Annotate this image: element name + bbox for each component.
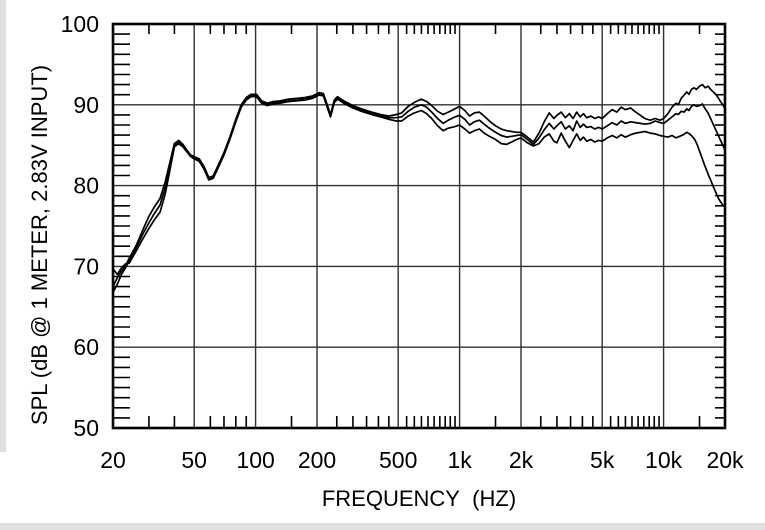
y-tick-label: 50	[73, 415, 99, 441]
response-curves	[112, 83, 726, 294]
x-tick-label: 5k	[590, 447, 615, 473]
scan-edge-bottom	[0, 523, 765, 530]
x-tick-label: 100	[236, 447, 274, 473]
y-tick-label: 60	[73, 334, 99, 360]
x-tick-label: 50	[181, 447, 207, 473]
plot-border	[111, 22, 727, 430]
axis-minor-ticks	[113, 24, 725, 428]
response-curve-2	[112, 93, 726, 294]
x-tick-label: 500	[379, 447, 417, 473]
y-tick-label: 90	[73, 92, 99, 118]
x-tick-label: 1k	[447, 447, 472, 473]
y-axis-title: SPL (dB @ 1 METER, 2.83V INPUT)	[27, 65, 52, 425]
x-tick-label: 200	[298, 447, 336, 473]
x-tick-label: 20	[100, 447, 126, 473]
x-axis-title: FREQUENCY (HZ)	[322, 486, 516, 511]
response-curve-3	[112, 94, 726, 276]
x-tick-label: 20k	[706, 447, 744, 473]
x-tick-label: 2k	[509, 447, 534, 473]
y-tick-label: 70	[73, 253, 99, 279]
x-tick-label: 10k	[645, 447, 683, 473]
scan-edge-left	[0, 0, 6, 452]
y-tick-label: 100	[61, 11, 99, 37]
y-tick-label: 80	[73, 173, 99, 199]
gridlines	[113, 24, 725, 428]
